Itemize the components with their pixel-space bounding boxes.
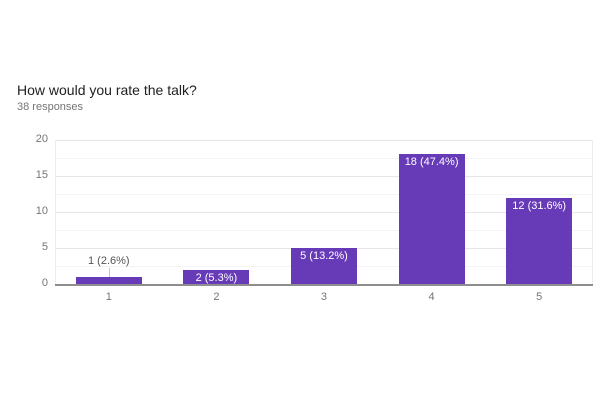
bar-value-label: 18 (47.4%) xyxy=(404,156,459,169)
x-tick-label: 3 xyxy=(320,291,328,303)
y-tick-label: 0 xyxy=(41,277,48,289)
major-gridline xyxy=(55,140,593,141)
major-gridline xyxy=(55,212,593,213)
bar-value-label: 2 (5.3%) xyxy=(195,271,238,284)
minor-gridline xyxy=(55,158,593,159)
x-tick-label: 5 xyxy=(536,291,543,303)
y-tick-label: 20 xyxy=(35,133,48,145)
y-tick-label: 10 xyxy=(35,205,48,217)
x-axis-baseline xyxy=(55,284,593,286)
y-tick-label: 15 xyxy=(35,169,48,181)
plot-left-border xyxy=(55,140,56,284)
x-tick-label: 4 xyxy=(428,291,435,303)
plot-right-border xyxy=(592,140,593,284)
bar-value-label: 5 (13.2%) xyxy=(300,250,348,262)
response-count: 38 responses xyxy=(17,101,84,113)
bar-rating-5[interactable] xyxy=(506,197,573,284)
plot-area: 1 (2.6%) 2 (5.3%) 5 (13.2%) 18 (47.4%) 12 (3… xyxy=(55,140,593,286)
x-tick-label: 1 xyxy=(105,291,112,303)
major-gridline xyxy=(55,176,593,177)
bar-rating-2[interactable] xyxy=(183,269,250,284)
bar-rating-3[interactable] xyxy=(291,248,357,284)
bar-rating-4[interactable] xyxy=(398,154,465,284)
y-tick-label: 5 xyxy=(41,241,48,253)
x-tick-label: 2 xyxy=(213,291,220,303)
bar-rating-1[interactable] xyxy=(75,276,142,284)
minor-gridline xyxy=(55,230,593,231)
bar-value-label: 1 (2.6%) xyxy=(88,254,130,267)
label-leader-line xyxy=(108,267,110,277)
question-title: How would you rate the talk? xyxy=(17,82,197,98)
minor-gridline xyxy=(55,194,593,195)
bar-value-label: 12 (31.6%) xyxy=(512,199,567,212)
